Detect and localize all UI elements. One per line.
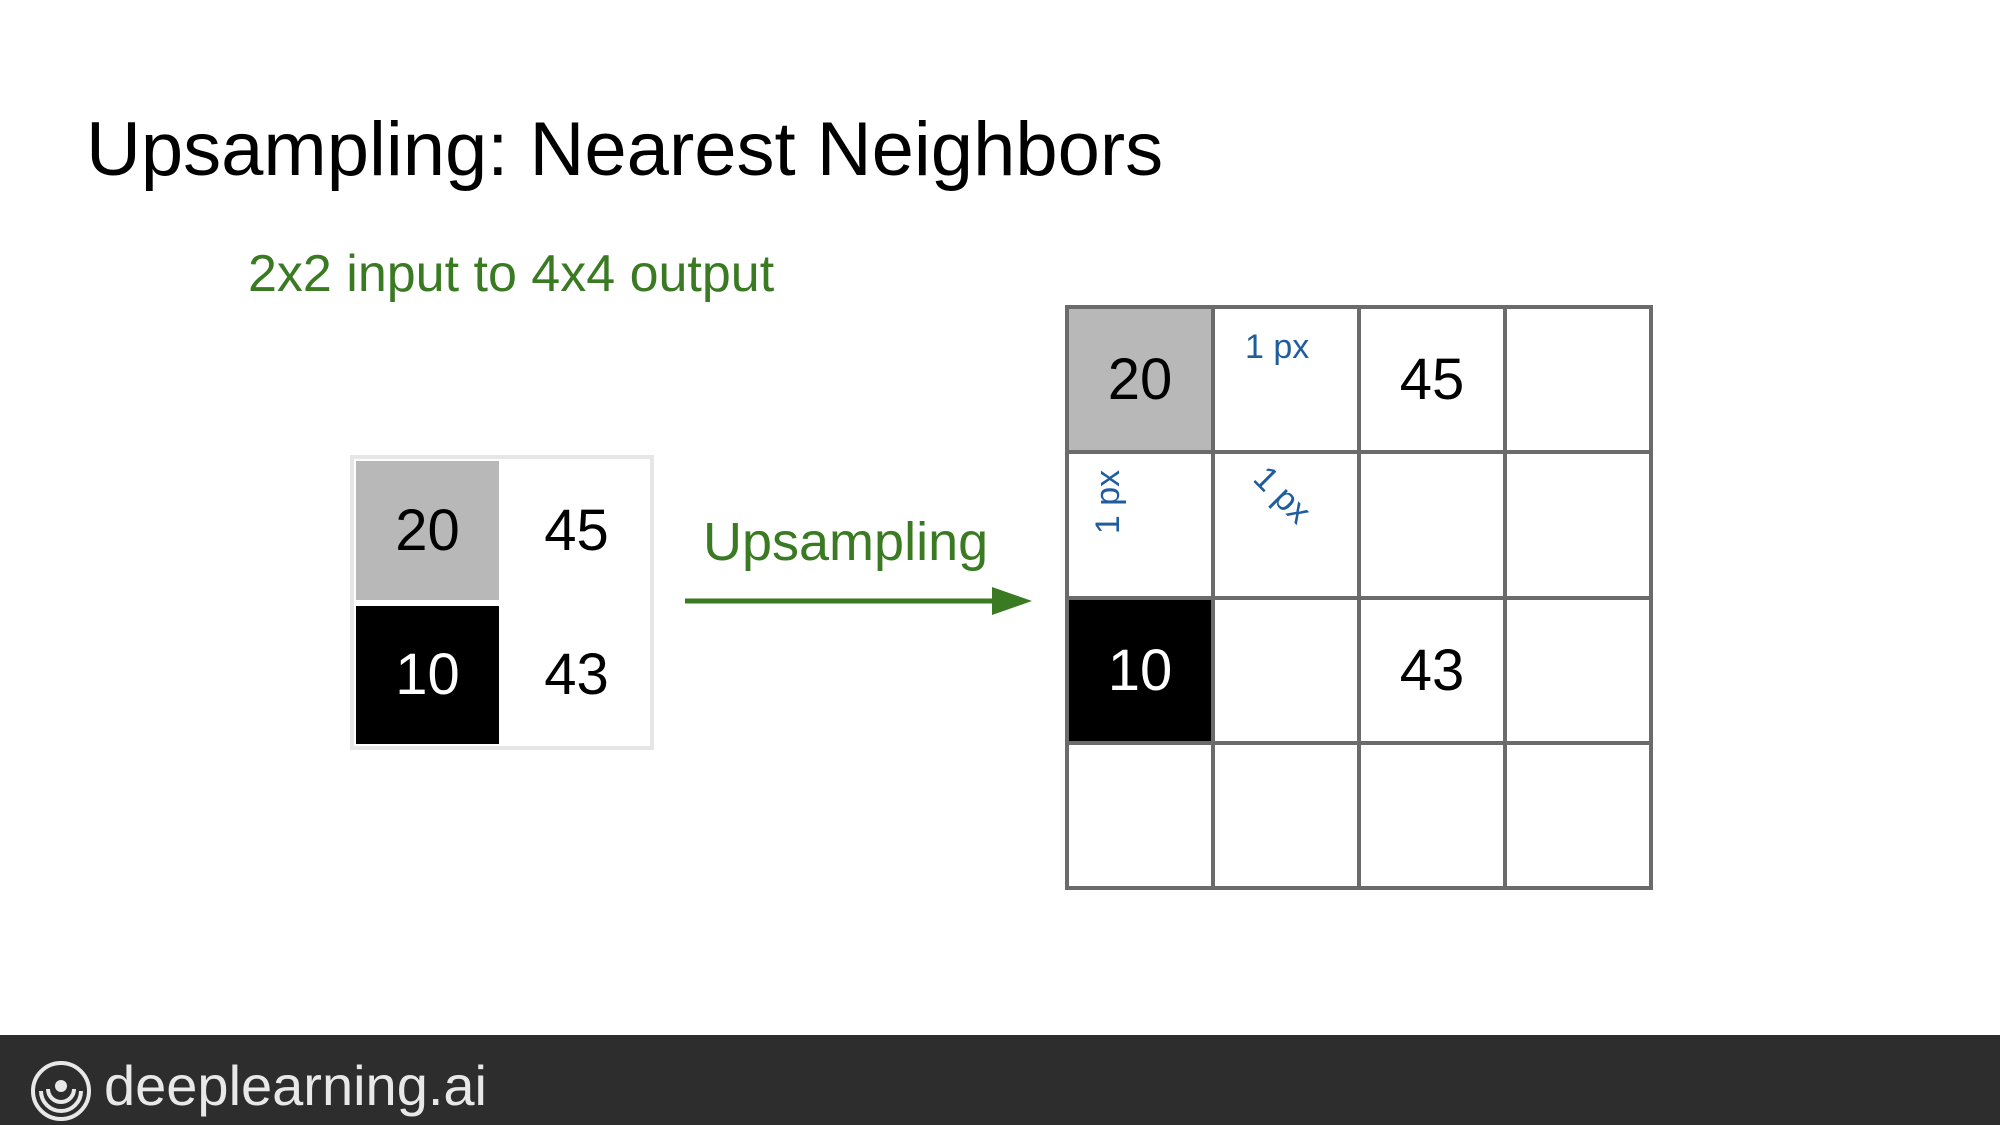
output-cell xyxy=(1361,744,1503,886)
output-cell: 45 xyxy=(1361,309,1503,451)
slide-subtitle: 2x2 input to 4x4 output xyxy=(248,245,775,303)
footer-brand-text: deeplearning.ai xyxy=(104,1054,487,1117)
output-cell: 43 xyxy=(1361,599,1503,741)
down-distance-label: 1 px xyxy=(1089,469,1128,535)
upsampling-arrow xyxy=(685,587,1032,615)
input-cell: 43 xyxy=(505,605,648,744)
deeplearning-logo-icon xyxy=(31,1061,91,1121)
output-cell xyxy=(1215,309,1357,451)
input-cell: 10 xyxy=(356,605,499,744)
output-cell xyxy=(1507,599,1649,741)
output-cell xyxy=(1507,744,1649,886)
output-cell xyxy=(1507,454,1649,596)
input-cell: 45 xyxy=(505,461,648,600)
output-cell xyxy=(1215,454,1357,596)
input-cell: 20 xyxy=(356,461,499,600)
output-cell xyxy=(1507,309,1649,451)
output-cell xyxy=(1215,744,1357,886)
output-cell xyxy=(1215,599,1357,741)
right-distance-label: 1 px xyxy=(1245,328,1310,366)
output-cell: 10 xyxy=(1069,599,1211,741)
output-cell xyxy=(1069,454,1211,596)
input-grid: 20 45 10 43 xyxy=(350,455,654,750)
output-grid: 20 45 10 43 xyxy=(1065,305,1653,890)
output-cell: 20 xyxy=(1069,309,1211,451)
slide-title: Upsampling: Nearest Neighbors xyxy=(86,107,1164,192)
upsampling-label: Upsampling xyxy=(703,512,989,572)
footer-bar xyxy=(0,1035,2000,1125)
output-cell xyxy=(1361,454,1503,596)
output-cell xyxy=(1069,744,1211,886)
